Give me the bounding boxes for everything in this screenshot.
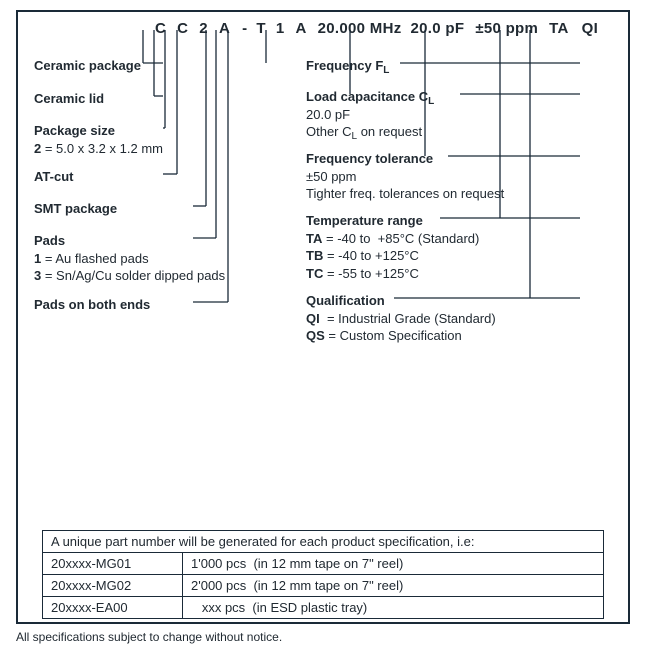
label: Load capacitance CL20.0 pFOther CL on re… xyxy=(306,88,434,141)
label: Ceramic lid xyxy=(34,90,104,108)
label: Package size2 = 5.0 x 3.2 x 1.2 mm xyxy=(34,122,163,157)
table-cell: xxx pcs (in ESD plastic tray) xyxy=(183,597,604,619)
part-number-table: A unique part number will be generated f… xyxy=(42,530,604,619)
partcode-seg-0: C xyxy=(155,20,166,37)
table-header: A unique part number will be generated f… xyxy=(43,531,604,553)
label: Ceramic package xyxy=(34,57,141,75)
table-cell: 20xxxx-MG01 xyxy=(43,553,183,575)
label: Pads on both ends xyxy=(34,296,150,314)
partcode-seg-12: QI xyxy=(582,20,598,37)
partcode-seg-5: T xyxy=(256,20,265,37)
table-cell: 20xxxx-MG02 xyxy=(43,575,183,597)
partcode-seg-6: 1 xyxy=(276,20,285,37)
footnote: All specifications subject to change wit… xyxy=(16,630,282,644)
partcode-seg-11: TA xyxy=(549,20,568,37)
label: Pads1 = Au flashed pads3 = Sn/Ag/Cu sold… xyxy=(34,232,225,285)
partcode-seg-9: 20.0 pF xyxy=(411,20,465,37)
partcode-seg-1: C xyxy=(177,20,188,37)
table-cell: 2'000 pcs (in 12 mm tape on 7" reel) xyxy=(183,575,604,597)
label: SMT package xyxy=(34,200,117,218)
partcode-seg-4: - xyxy=(242,20,247,37)
label: Frequency FL xyxy=(306,57,389,75)
label: AT-cut xyxy=(34,168,73,186)
partcode-seg-2: 2 xyxy=(199,20,208,37)
partcode-seg-8: 20.000 MHz xyxy=(318,20,402,37)
label: Temperature rangeTA = -40 to +85°C (Stan… xyxy=(306,212,479,282)
table-cell: 1'000 pcs (in 12 mm tape on 7" reel) xyxy=(183,553,604,575)
label: Frequency tolerance±50 ppmTighter freq. … xyxy=(306,150,504,203)
partcode-seg-10: ±50 ppm xyxy=(475,20,538,37)
partcode-seg-3: A xyxy=(219,20,230,37)
part-code: CC2A-T1A20.000 MHz20.0 pF±50 ppmTAQI xyxy=(155,20,598,37)
partcode-seg-7: A xyxy=(296,20,307,37)
table-cell: 20xxxx-EA00 xyxy=(43,597,183,619)
label: QualificationQI = Industrial Grade (Stan… xyxy=(306,292,496,345)
